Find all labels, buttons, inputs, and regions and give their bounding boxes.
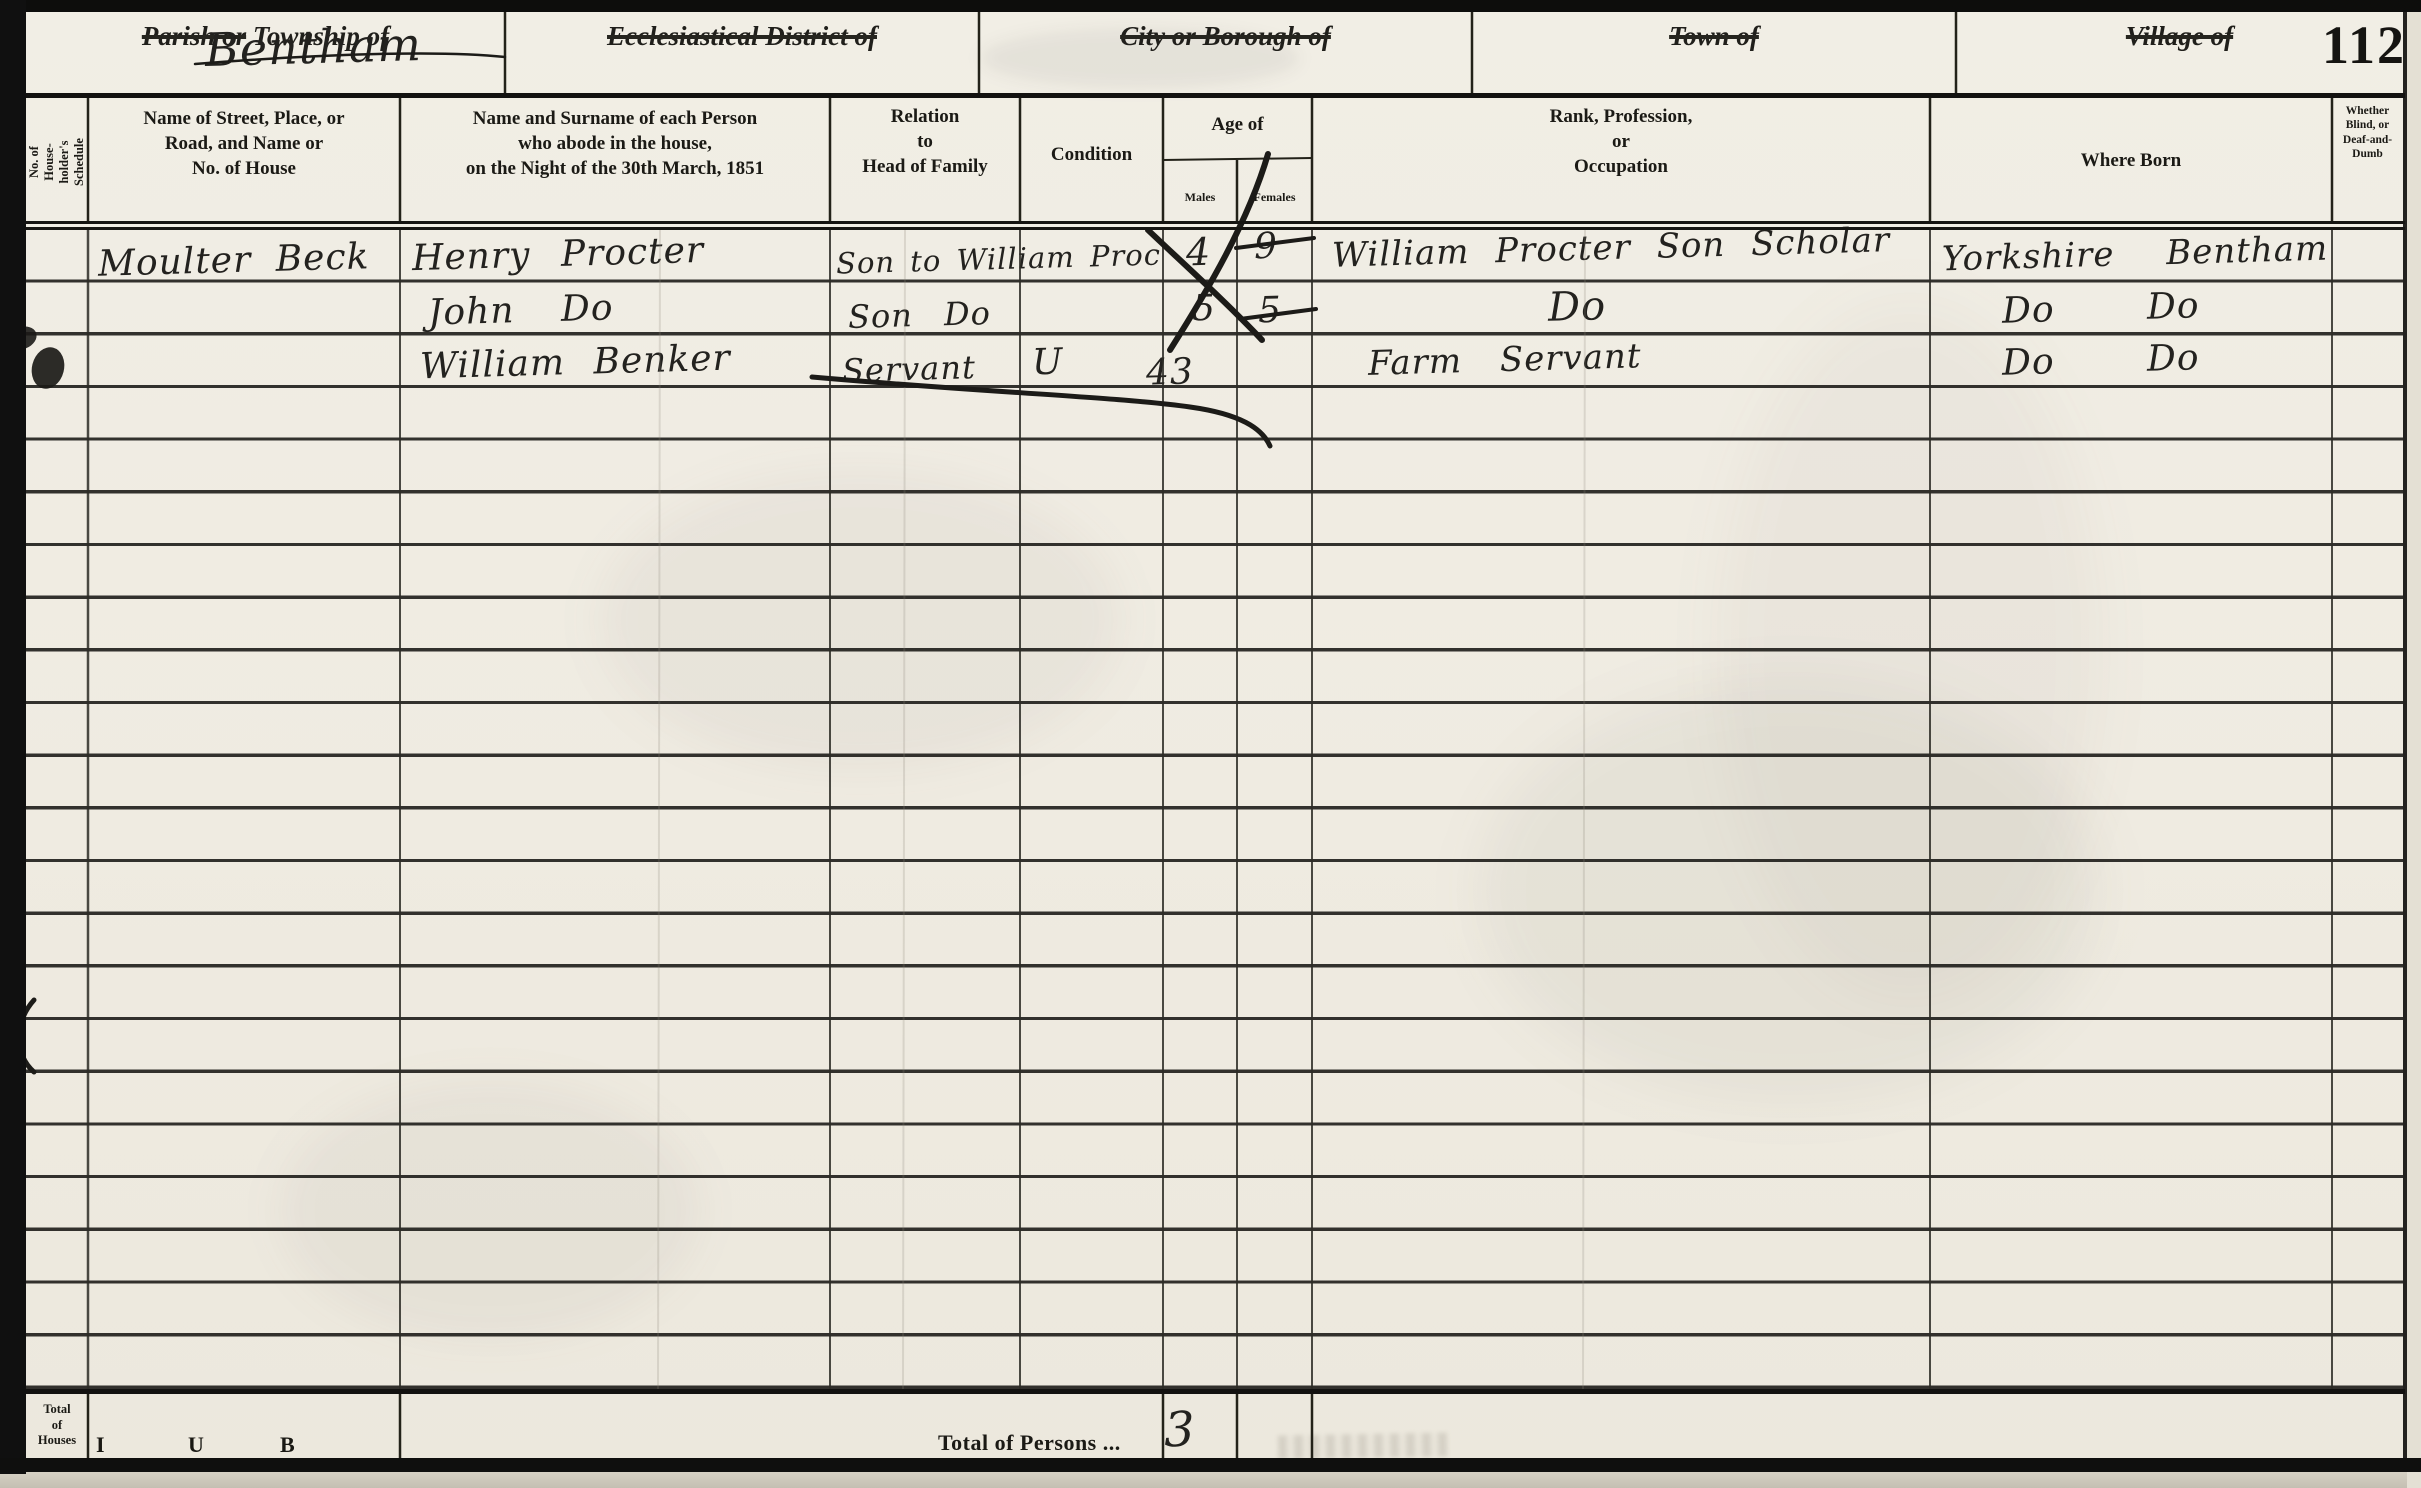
entry-row3-where-born: Do Do bbox=[2001, 337, 2201, 384]
header-cell-town: Town of bbox=[1472, 12, 1956, 93]
column-header-name: Name and Surname of each Person who abod… bbox=[465, 108, 765, 180]
footer-house-col-building: B bbox=[280, 1432, 295, 1457]
footer-house-col-uninhabited: U bbox=[188, 1432, 204, 1457]
column-header-relation: Relation to Head of Family bbox=[862, 106, 988, 178]
ecclesiastical-label-struck: Ecclesiastical District of bbox=[607, 21, 877, 51]
entry-row3-condition: U bbox=[1031, 341, 1064, 384]
entry-row1-name: Henry Procter bbox=[411, 229, 705, 280]
entry-row3-occupation: Farm Servant bbox=[1367, 336, 1643, 384]
city-borough-label-struck: City or Borough of bbox=[1120, 21, 1331, 51]
column-header-disability: Whether Blind, or Deaf-and- Dumb bbox=[2342, 105, 2393, 161]
scan-border-top bbox=[0, 0, 2421, 12]
footer-total-persons-label: Total of Persons ... bbox=[938, 1430, 1121, 1455]
scan-border-right bbox=[2403, 10, 2407, 1460]
header-bottom-rule-outer bbox=[26, 221, 2405, 224]
scan-border-left bbox=[0, 0, 26, 1474]
header-cell-ecclesiastical: Ecclesiastical District of bbox=[505, 12, 979, 93]
column-header-street: Name of Street, Place, or Road, and Name… bbox=[143, 108, 345, 180]
paper-smudge bbox=[980, 28, 1300, 88]
column-header-age-females: Females bbox=[1253, 190, 1296, 204]
town-label-struck: Town of bbox=[1669, 21, 1759, 51]
scan-edge-bottom bbox=[0, 1472, 2421, 1488]
header-cell-city-borough: City or Borough of bbox=[979, 12, 1472, 93]
parish-label-struck: Parish or bbox=[141, 21, 247, 51]
column-header-condition: Condition bbox=[1050, 144, 1133, 165]
scan-border-bottom bbox=[0, 1458, 2421, 1472]
entry-row2-age-female: 5 bbox=[1257, 289, 1283, 332]
column-header-schedule: No. of House- holder's Schedule bbox=[27, 138, 86, 186]
entry-row3-relation: Servant bbox=[841, 348, 977, 390]
entry-row2-name: John Do bbox=[427, 287, 615, 334]
banner-bottom-rule bbox=[26, 93, 2405, 98]
entry-row2-relation: Son Do bbox=[847, 294, 992, 336]
ink-bleedthrough-mark bbox=[1277, 1432, 1449, 1460]
entry-row2-where-born: Do Do bbox=[2001, 285, 2201, 332]
parish-handwritten-entry: Bentham bbox=[204, 16, 423, 78]
entry-row3-age-male: 43 bbox=[1145, 351, 1195, 394]
footer-house-col-inhabited: I bbox=[96, 1432, 105, 1457]
entry-row2-occupation: Do bbox=[1547, 283, 1607, 331]
header-cell-parish: Parish or Township of bbox=[26, 12, 505, 93]
column-header-age: Age of bbox=[1211, 114, 1264, 135]
footer-total-houses-label: Total of Houses bbox=[37, 1402, 77, 1448]
header-cell-village: Village of bbox=[1956, 12, 2403, 93]
footer-total-persons-value: 3 bbox=[1163, 1401, 1197, 1459]
village-label-struck: Village of bbox=[2125, 21, 2234, 51]
scan-edge-right-paper bbox=[2407, 0, 2421, 1488]
entry-row1-age-male: 4 bbox=[1185, 229, 1212, 275]
column-header-where-born: Where Born bbox=[2080, 150, 2182, 171]
entry-row1-street: Moulter Beck bbox=[97, 236, 370, 285]
column-header-age-males: Males bbox=[1184, 190, 1216, 204]
entry-row3-name: William Benker bbox=[419, 337, 732, 388]
footer-top-rule bbox=[26, 1389, 2405, 1394]
footer-dividers bbox=[86, 1394, 1314, 1458]
entry-row1-age-female: 9 bbox=[1253, 225, 1279, 268]
table-body bbox=[26, 230, 2403, 1389]
column-header-occupation: Rank, Profession, or Occupation bbox=[1549, 106, 1693, 178]
parish-label: Township of bbox=[252, 21, 390, 51]
header-bottom-rule-inner bbox=[26, 227, 2405, 230]
page-number: 112 bbox=[2322, 15, 2407, 75]
entry-row2-age-male: 5 bbox=[1191, 287, 1217, 330]
